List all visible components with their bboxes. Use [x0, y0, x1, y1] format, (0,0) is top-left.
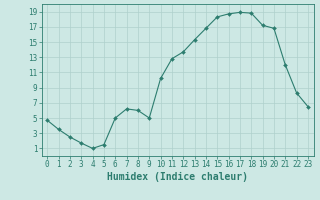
X-axis label: Humidex (Indice chaleur): Humidex (Indice chaleur): [107, 172, 248, 182]
